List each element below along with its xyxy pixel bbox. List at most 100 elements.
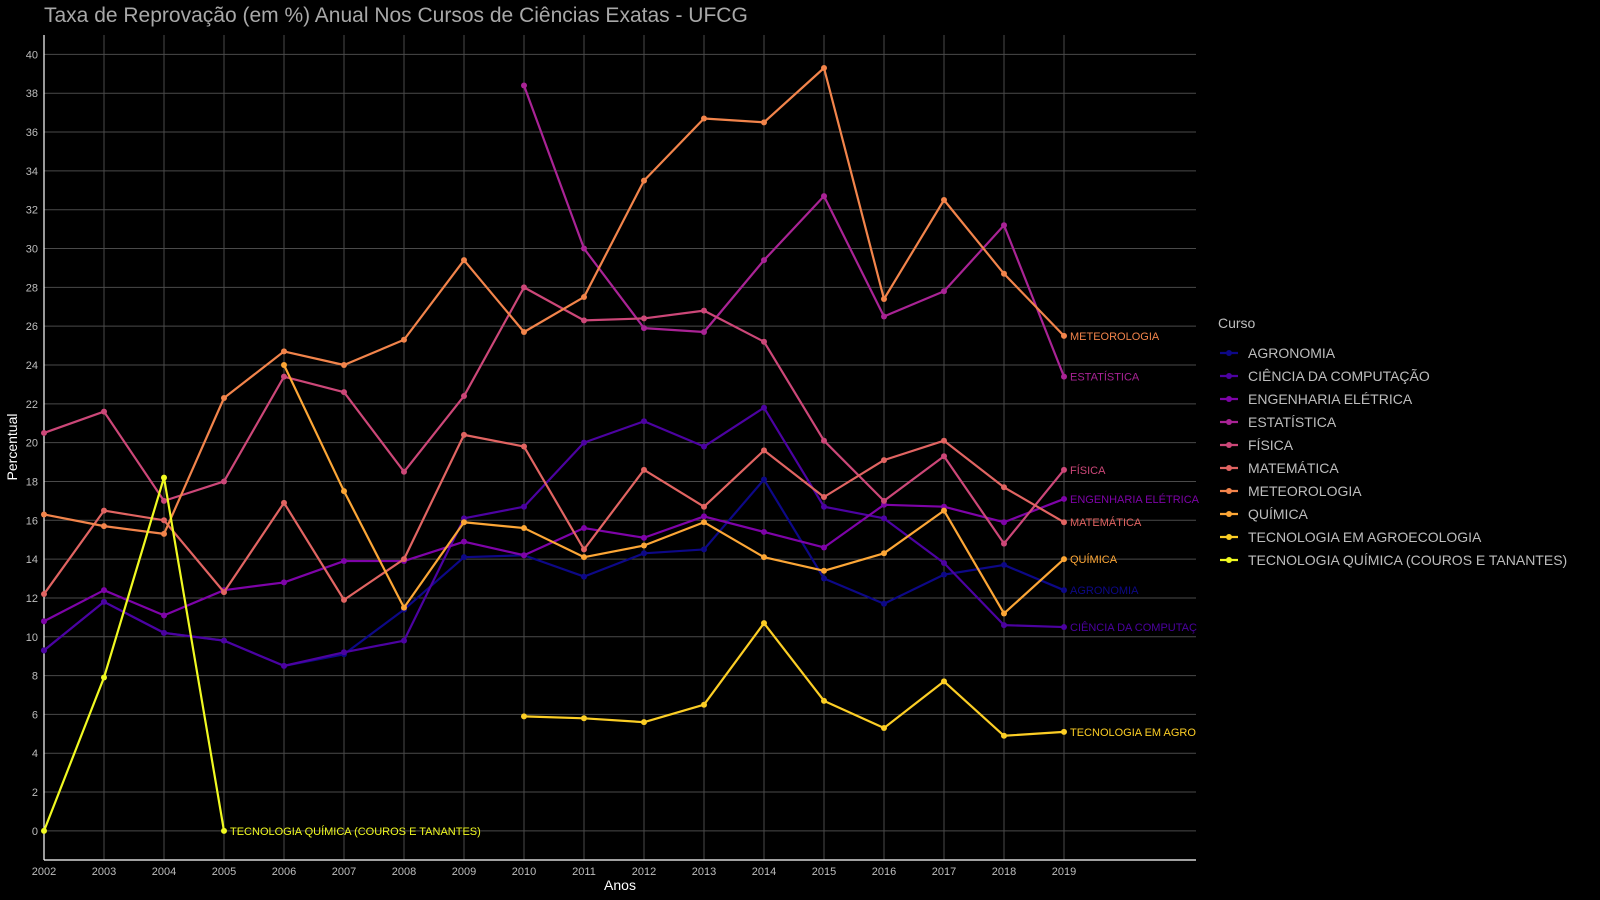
legend-label: TECNOLOGIA EM AGROECOLOGIA	[1248, 529, 1482, 545]
series-end-label: TECNOLOGIA QUÍMICA (COUROS E TANANTES)	[230, 825, 481, 838]
legend-label: FÍSICA	[1248, 437, 1294, 453]
data-point	[161, 497, 167, 504]
y-tick-label: 24	[26, 360, 38, 372]
y-tick-label: 14	[26, 554, 38, 566]
y-tick-label: 20	[26, 438, 38, 450]
series-end-label: AGRONOMIA	[1070, 585, 1139, 597]
data-point	[641, 466, 647, 473]
data-point	[761, 257, 767, 264]
series-quimica	[281, 362, 1067, 617]
data-point	[1001, 484, 1007, 491]
x-tick-label: 2003	[92, 866, 116, 878]
y-tick-label: 0	[32, 826, 38, 838]
y-tick-label: 34	[26, 166, 38, 178]
y-tick-label: 6	[32, 709, 38, 721]
data-point	[41, 511, 47, 518]
legend-swatch-point	[1226, 511, 1232, 517]
data-point	[641, 550, 647, 557]
data-point	[881, 457, 887, 464]
data-point	[461, 393, 467, 400]
legend-label: ESTATÍSTICA	[1248, 414, 1337, 430]
data-point	[641, 315, 647, 322]
x-tick-label: 2002	[32, 866, 56, 878]
data-point	[941, 437, 947, 444]
data-point	[341, 596, 347, 603]
data-point	[401, 556, 407, 563]
data-point	[941, 453, 947, 460]
data-point	[701, 503, 707, 510]
series-fisica	[41, 284, 1067, 547]
data-point	[101, 587, 107, 594]
data-point	[701, 513, 707, 520]
data-point	[281, 348, 287, 355]
data-point	[41, 429, 47, 436]
y-tick-label: 10	[26, 632, 38, 644]
chart-title: Taxa de Reprovação (em %) Anual Nos Curs…	[44, 4, 748, 27]
data-point	[881, 497, 887, 504]
legend-item: MATEMÁTICA	[1220, 460, 1339, 476]
legend-swatch-point	[1226, 534, 1232, 540]
x-tick-label: 2005	[212, 866, 236, 878]
data-point	[401, 637, 407, 644]
data-point	[521, 525, 527, 532]
data-point	[461, 554, 467, 561]
data-point	[461, 257, 467, 264]
series-end-label: FÍSICA	[1070, 464, 1106, 477]
series-line	[522, 85, 1066, 378]
data-point	[1061, 466, 1067, 473]
x-tick-label: 2012	[632, 866, 656, 878]
y-tick-label: 18	[26, 476, 38, 488]
x-tick-label: 2010	[512, 866, 536, 878]
data-point	[701, 443, 707, 450]
legend-item: ESTATÍSTICA	[1220, 414, 1337, 430]
legend-label: MATEMÁTICA	[1248, 460, 1339, 476]
data-point	[281, 362, 287, 368]
legend-label: ENGENHARIA ELÉTRICA	[1248, 391, 1413, 407]
series-line	[283, 364, 1065, 615]
data-point	[641, 534, 647, 541]
data-point	[461, 538, 467, 545]
data-point	[161, 517, 167, 524]
y-tick-label: 40	[26, 49, 38, 61]
legend-title: Curso	[1218, 315, 1256, 331]
data-point	[281, 499, 287, 506]
x-tick-label: 2008	[392, 866, 416, 878]
x-tick-label: 2016	[872, 866, 896, 878]
data-point	[881, 313, 887, 320]
data-point	[581, 317, 587, 324]
legend-swatch-point	[1226, 419, 1232, 425]
data-point	[701, 546, 707, 553]
data-point	[821, 575, 827, 582]
series-layer	[41, 65, 1067, 834]
series-end-label: ESTATÍSTICA	[1070, 371, 1140, 384]
y-tick-label: 16	[26, 515, 38, 527]
axes: 0246810121416182022242628303234363840200…	[26, 35, 1196, 878]
legend-item: CIÊNCIA DA COMPUTAÇÃO	[1220, 368, 1430, 384]
data-point	[821, 437, 827, 444]
data-point	[701, 701, 707, 708]
data-point	[281, 579, 287, 586]
data-point	[341, 389, 347, 396]
x-tick-label: 2013	[692, 866, 716, 878]
end-labels: AGRONOMIA CIÊNCIA DA COMPUTAÇ ENGENHARIA E…	[230, 331, 1200, 838]
y-tick-label: 28	[26, 282, 38, 294]
data-point	[221, 395, 227, 401]
data-point	[521, 82, 527, 89]
data-point	[1001, 222, 1007, 229]
data-point	[701, 307, 707, 314]
series-line	[43, 286, 1065, 545]
data-point	[521, 329, 527, 335]
data-point	[941, 571, 947, 578]
data-point	[341, 558, 347, 565]
data-point	[1001, 270, 1007, 277]
data-point	[161, 629, 167, 636]
data-point	[1001, 732, 1007, 739]
data-point	[161, 530, 167, 537]
data-point	[701, 329, 707, 335]
data-point	[521, 552, 527, 559]
series-end-label: METEOROLOGIA	[1070, 331, 1160, 343]
data-point	[581, 715, 587, 722]
data-point	[281, 373, 287, 380]
data-point	[401, 468, 407, 475]
